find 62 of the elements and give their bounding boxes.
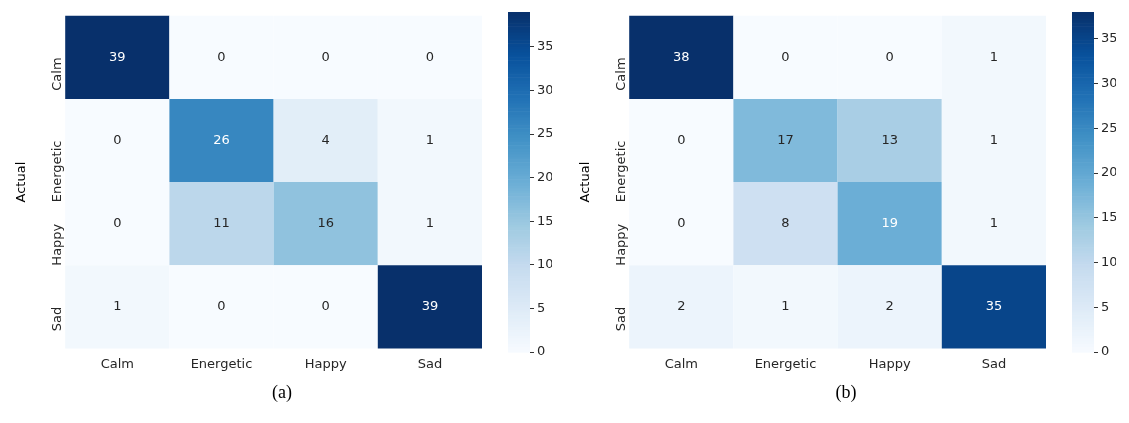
data-label: 1 (425, 131, 435, 147)
y-axis-title: Actual (577, 161, 593, 203)
data-label: 0 (321, 298, 330, 314)
y-tick-label: Calm (612, 57, 628, 91)
data-label: 8 (781, 215, 790, 231)
data-label: 0 (321, 48, 330, 64)
y-tick-label: Calm (48, 57, 64, 91)
y-tick-label: Energetic (612, 140, 628, 203)
data-label: 1 (989, 48, 999, 64)
data-label: 17 (777, 131, 794, 147)
color-bar-label: 25 (1101, 119, 1118, 135)
color-bar-label: 15 (1101, 209, 1118, 225)
data-label: 0 (113, 131, 122, 147)
data-label: 11 (213, 215, 230, 231)
data-label: 0 (885, 48, 894, 64)
y-tick-label: Happy (48, 223, 64, 266)
data-label: 1 (781, 298, 790, 314)
data-label: 4 (321, 131, 330, 147)
x-tick-label: Sad (417, 355, 443, 371)
data-label: 2 (885, 298, 894, 314)
data-label: 35 (985, 298, 1003, 314)
data-label: 38 (673, 48, 690, 64)
color-bar-label: 35 (537, 38, 554, 54)
color-bar-label: 25 (537, 125, 554, 141)
data-label: 13 (881, 131, 898, 147)
data-label: 0 (781, 48, 790, 64)
data-label: 0 (217, 48, 226, 64)
data-label: 26 (213, 131, 230, 147)
y-tick-label: Sad (612, 306, 628, 332)
x-tick-label: Energetic (754, 355, 817, 371)
data-label: 1 (113, 298, 122, 314)
data-label: 0 (677, 131, 686, 147)
x-tick-label: Calm (100, 355, 134, 371)
data-label: 0 (113, 215, 122, 231)
data-label: 1 (989, 131, 999, 147)
x-tick-label: Happy (304, 355, 347, 371)
text: (a) (272, 382, 292, 403)
x-tick-label: Sad (981, 355, 1007, 371)
data-label: 16 (317, 215, 334, 231)
x-tick-label: Happy (868, 355, 911, 371)
color-bar-label: 0 (1101, 343, 1110, 359)
color-bar-label: 15 (537, 212, 554, 228)
data-label: 0 (425, 48, 435, 64)
text: (b) (835, 382, 857, 403)
data-label: 1 (425, 215, 435, 231)
y-axis-title: Actual (13, 161, 29, 203)
data-label: 1 (989, 215, 999, 231)
y-tick-label: Happy (612, 223, 628, 266)
data-label: 39 (109, 48, 126, 64)
x-tick-label: Calm (664, 355, 698, 371)
color-bar-label: 0 (537, 343, 546, 359)
data-label: 2 (677, 298, 686, 314)
x-tick-label: Energetic (190, 355, 253, 371)
y-tick-label: Sad (48, 306, 64, 332)
data-label: 19 (881, 215, 898, 231)
y-tick-label: Energetic (48, 140, 64, 203)
color-bar-label: 35 (1101, 30, 1118, 46)
data-label: 0 (677, 215, 686, 231)
data-label: 39 (421, 298, 439, 314)
color-bar-label: 5 (537, 299, 546, 315)
data-label: 0 (217, 298, 226, 314)
color-bar-label: 5 (1101, 298, 1110, 314)
